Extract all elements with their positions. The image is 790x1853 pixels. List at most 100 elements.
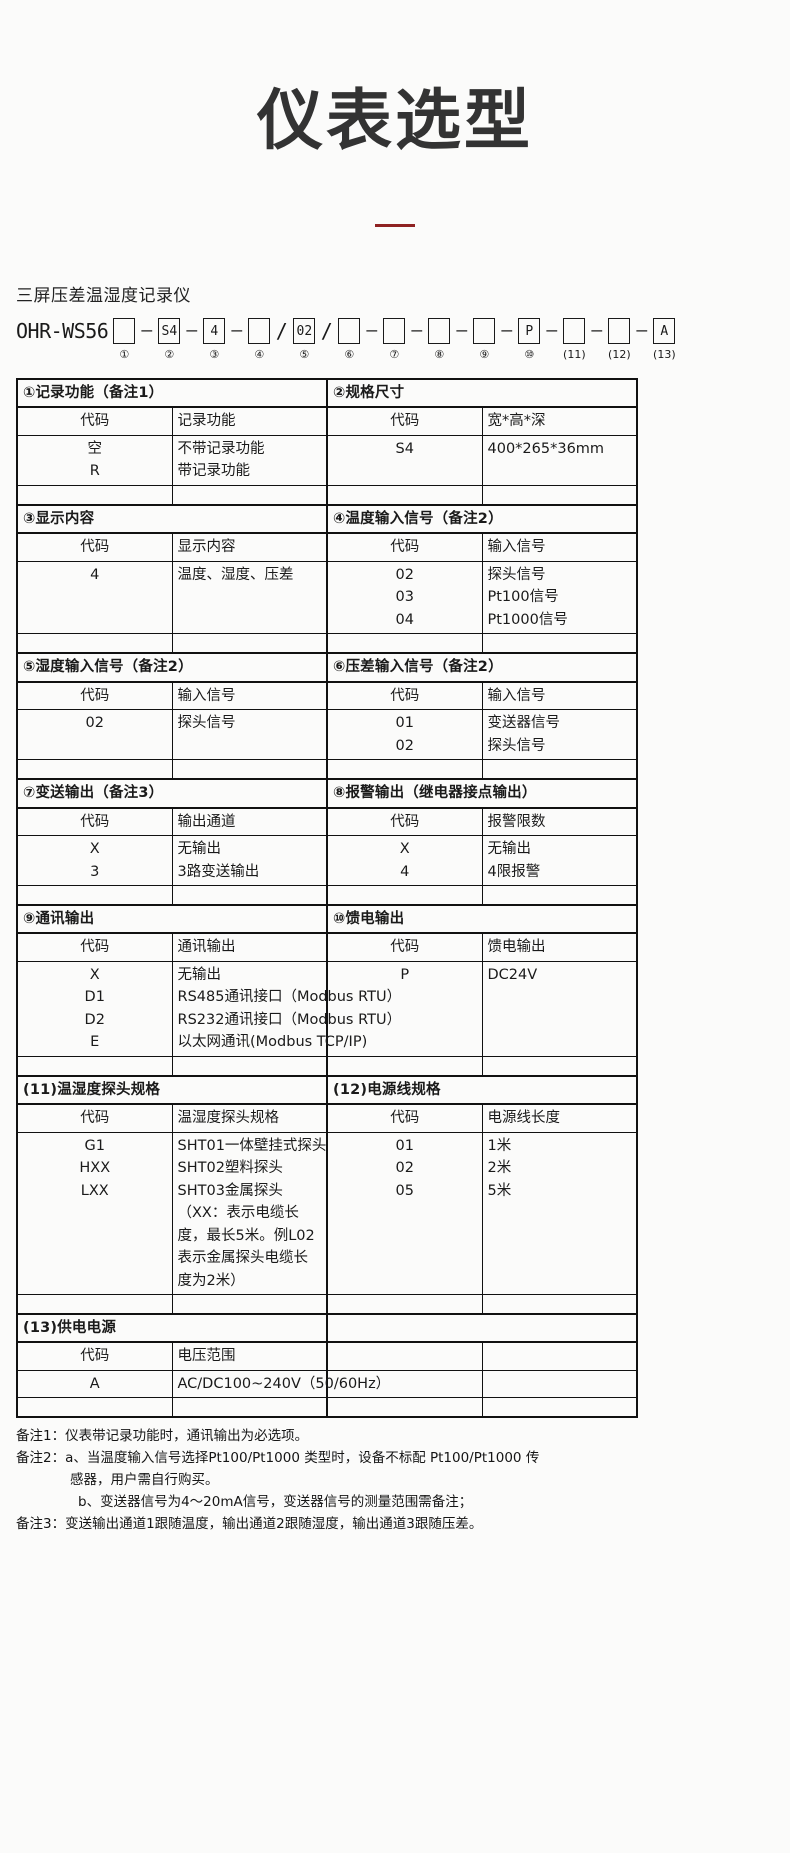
column-header-code: 代码	[326, 532, 483, 562]
model-code-slot-7[interactable]: ⑦	[378, 318, 410, 360]
column-header-desc: 输入信号	[481, 532, 638, 562]
option-desc-list: 1米 2米 5米	[481, 1131, 638, 1296]
option-note: （XX：表示电缆长度，最长5米。例L02表示金属探头电缆长度为2米）	[177, 1205, 315, 1289]
group-title-row: (13)供电电源	[16, 1312, 638, 1344]
model-code-slot-marker: ①	[119, 348, 130, 361]
model-code-slot-marker: (11)	[563, 348, 586, 361]
model-code-separator: —	[456, 320, 468, 341]
model-code-slot-11[interactable]: (11)	[558, 318, 590, 360]
column-header-desc: 输入信号	[171, 681, 328, 711]
selection-spec-table: ①记录功能（备注1） ②规格尺寸 代码 记录功能 代码 宽*高*深空 R 不带记录功能 带记录功…	[16, 378, 638, 1419]
column-header-desc: 电压范围	[171, 1341, 328, 1371]
option-desc-list: 变送器信号 探头信号	[481, 709, 638, 761]
model-code-slot-marker: ③	[209, 348, 220, 361]
option-desc-list	[481, 1369, 638, 1399]
spacer-cell	[326, 633, 483, 654]
model-code-slot-value	[338, 318, 361, 344]
hero-section: 仪表选型	[0, 0, 790, 227]
column-header-desc: 输入信号	[481, 681, 638, 711]
page-title: 仪表选型	[257, 82, 533, 159]
model-code-separator: —	[501, 320, 513, 341]
column-header-desc: 宽*高*深	[481, 406, 638, 436]
group-column-header-row: 代码 显示内容 代码 输入信号	[16, 532, 638, 562]
spacer-cell	[16, 633, 173, 654]
model-code-slot-value	[248, 318, 271, 344]
group-spacer-row	[16, 485, 638, 506]
option-code-list: 02	[16, 709, 173, 761]
option-code-list: P	[326, 960, 483, 1057]
model-code-slot-12[interactable]: (12)	[603, 318, 635, 360]
group-title-g2: ②规格尺寸	[326, 379, 638, 409]
group-title-g11: (11)温湿度探头规格	[16, 1074, 328, 1106]
model-code-separator: —	[231, 320, 243, 341]
option-desc-list: 400*265*36mm	[481, 434, 638, 486]
model-code-slot-marker: ⑩	[524, 348, 535, 361]
model-code-slot-value: S4	[158, 318, 181, 344]
model-code-slot-marker: ⑦	[389, 348, 400, 361]
spacer-cell	[171, 1294, 328, 1315]
option-desc-list: 探头信号	[171, 709, 328, 761]
column-header-desc: 记录功能	[171, 406, 328, 436]
column-header-desc: 显示内容	[171, 532, 328, 562]
spacer-cell	[326, 885, 483, 906]
model-code-slot-9[interactable]: ⑨	[468, 318, 500, 360]
column-header-desc: 通讯输出	[171, 932, 328, 962]
footnote-2a-cont: 感器，用户需自行购买。	[70, 1472, 219, 1489]
model-code-slot-value	[428, 318, 451, 344]
option-desc-list: AC/DC100~240V（50/60Hz）	[171, 1369, 390, 1399]
spacer-cell	[481, 759, 638, 780]
model-code-slot-marker: ⑨	[479, 348, 490, 361]
model-code-slot-marker: ②	[164, 348, 175, 361]
model-code-slot-value	[608, 318, 631, 344]
model-code-slot-value	[113, 318, 136, 344]
group-title-g8: ⑧报警输出（继电器接点输出）	[326, 778, 638, 809]
model-code-slot-2[interactable]: S4 ②	[153, 318, 185, 360]
spacer-cell	[171, 1056, 328, 1077]
group-title-g3: ③显示内容	[16, 503, 328, 535]
spacer-cell	[326, 485, 483, 506]
model-code-slot-1[interactable]: ①	[108, 318, 140, 360]
group-column-header-row: 代码 记录功能 代码 宽*高*深	[16, 406, 638, 436]
model-code-slot-8[interactable]: ⑧	[423, 318, 455, 360]
option-desc-list: 温度、湿度、压差	[171, 560, 328, 635]
model-code-slot-6[interactable]: ⑥	[333, 318, 365, 360]
model-code-slot-4[interactable]: ④	[243, 318, 275, 360]
column-header-desc: 电源线长度	[481, 1103, 638, 1133]
column-header-code: 代码	[326, 807, 483, 837]
group-values-row: A AC/DC100~240V（50/60Hz）	[16, 1369, 638, 1399]
group-column-header-row: 代码 输入信号 代码 输入信号	[16, 681, 638, 711]
option-desc-list: SHT01一体壁挂式探头 SHT02塑料探头 SHT03金属探头 （XX：表示电缆长度…	[171, 1131, 328, 1296]
group-column-header-row: 代码 温湿度探头规格 代码 电源线长度	[16, 1103, 638, 1133]
group-spacer-row	[16, 1056, 638, 1077]
group-title-row: (11)温湿度探头规格 (12)电源线规格	[16, 1074, 638, 1106]
model-code-slot-value: P	[518, 318, 541, 344]
column-header-code: 代码	[326, 406, 483, 436]
spacer-cell	[171, 885, 328, 906]
group-column-header-row: 代码 输出通道 代码 报警限数	[16, 807, 638, 837]
title-underline-rule	[375, 224, 415, 227]
group-column-header-row: 代码 电压范围	[16, 1341, 638, 1371]
option-desc-list: 不带记录功能 带记录功能	[171, 434, 328, 486]
column-header-code: 代码	[326, 932, 483, 962]
group-title-g6: ⑥压差输入信号（备注2）	[326, 652, 638, 683]
spacer-cell	[481, 1397, 638, 1418]
group-values-row: X D1 D2 E 无输出 RS485通讯接口（Modbus RTU） RS232通讯接口（…	[16, 960, 638, 1057]
model-code-separator: —	[591, 320, 603, 341]
group-values-row: 02 探头信号 01 02 变送器信号 探头信号	[16, 709, 638, 761]
model-code-separator: —	[546, 320, 558, 341]
model-code-slot-5[interactable]: 02 ⑤	[288, 318, 320, 360]
spacer-cell	[481, 885, 638, 906]
option-desc-list: 探头信号 Pt100信号 Pt1000信号	[481, 560, 638, 635]
model-code-slot-13[interactable]: A (13)	[648, 318, 680, 360]
model-code-slot-value	[383, 318, 406, 344]
product-name: 三屏压差温湿度记录仪	[16, 286, 191, 306]
group-spacer-row	[16, 885, 638, 906]
group-values-row: G1 HXX LXX SHT01一体壁挂式探头 SHT02塑料探头 SHT03金属探头 （X…	[16, 1131, 638, 1296]
group-values-row: 空 R 不带记录功能 带记录功能 S4 400*265*36mm	[16, 434, 638, 486]
footnote-1: 备注1：仪表带记录功能时，通讯输出为必选项。	[16, 1428, 309, 1445]
option-desc-list: DC24V	[481, 960, 638, 1057]
model-code-slot-marker: ⑤	[299, 348, 310, 361]
